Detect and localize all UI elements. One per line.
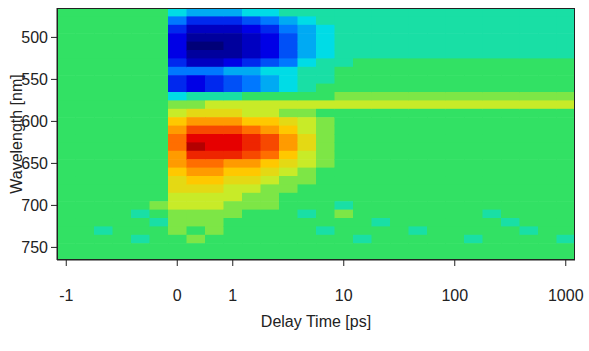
svg-text:500: 500	[21, 29, 48, 46]
svg-text:0: 0	[173, 287, 182, 304]
svg-text:100: 100	[441, 287, 468, 304]
svg-text:1: 1	[228, 287, 237, 304]
svg-text:10: 10	[335, 287, 353, 304]
svg-text:600: 600	[21, 113, 48, 130]
svg-text:700: 700	[21, 197, 48, 214]
svg-text:750: 750	[21, 239, 48, 256]
svg-text:Wavelength [nm]: Wavelength [nm]	[8, 74, 25, 193]
svg-text:-1: -1	[59, 287, 73, 304]
svg-text:550: 550	[21, 71, 48, 88]
svg-text:Delay Time [ps]: Delay Time [ps]	[261, 313, 371, 330]
svg-text:1000: 1000	[548, 287, 584, 304]
svg-text:650: 650	[21, 155, 48, 172]
